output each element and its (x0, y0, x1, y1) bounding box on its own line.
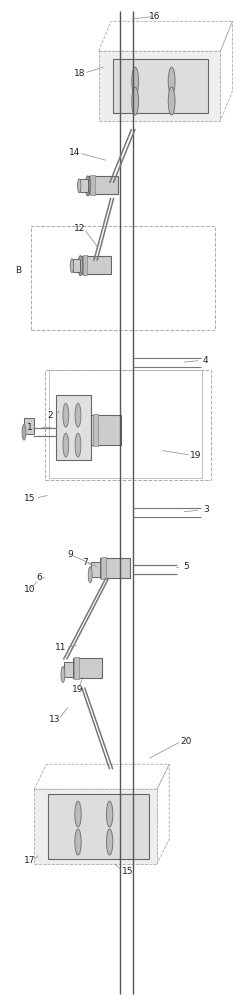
Text: 17: 17 (24, 856, 35, 865)
Text: 19: 19 (72, 685, 84, 694)
Bar (64, 662, 73, 677)
Circle shape (132, 67, 138, 95)
Circle shape (88, 567, 92, 583)
Circle shape (168, 87, 175, 115)
Polygon shape (48, 794, 149, 859)
Bar (25, 418, 34, 434)
Bar (83, 255, 87, 275)
Bar (73, 658, 102, 678)
Text: 15: 15 (122, 867, 134, 876)
Text: 10: 10 (24, 585, 35, 594)
Circle shape (75, 801, 81, 827)
Polygon shape (99, 51, 220, 121)
Bar (73, 259, 80, 272)
Bar (100, 558, 130, 578)
Bar (56, 395, 91, 460)
Circle shape (168, 67, 175, 95)
Text: 13: 13 (49, 715, 61, 724)
Text: 2: 2 (47, 411, 53, 420)
Text: 4: 4 (203, 356, 209, 365)
Bar (89, 176, 118, 194)
Polygon shape (113, 59, 208, 113)
Circle shape (75, 403, 81, 427)
Text: 16: 16 (149, 12, 160, 21)
Text: B: B (15, 266, 21, 275)
Circle shape (75, 829, 81, 855)
Bar (90, 175, 94, 195)
Bar (45, 370, 211, 480)
Circle shape (77, 179, 81, 193)
Circle shape (75, 433, 81, 457)
Polygon shape (34, 789, 157, 864)
Text: 20: 20 (181, 737, 192, 746)
Circle shape (63, 433, 69, 457)
Text: 14: 14 (69, 148, 80, 157)
Circle shape (70, 259, 74, 273)
Text: 18: 18 (74, 69, 85, 78)
Text: 5: 5 (183, 562, 189, 571)
Circle shape (22, 424, 26, 440)
Circle shape (61, 667, 65, 682)
Bar (91, 562, 100, 577)
Text: 11: 11 (55, 643, 67, 652)
Bar (82, 256, 111, 274)
Bar (101, 557, 106, 579)
Text: 9: 9 (68, 550, 74, 559)
Text: 7: 7 (82, 558, 88, 567)
Bar (31, 226, 215, 330)
Circle shape (85, 176, 90, 196)
Circle shape (107, 801, 113, 827)
Circle shape (132, 87, 138, 115)
Bar (80, 179, 88, 192)
Circle shape (63, 403, 69, 427)
Text: 15: 15 (24, 494, 35, 503)
Text: 6: 6 (36, 573, 42, 582)
Text: 1: 1 (27, 423, 32, 432)
Text: 3: 3 (203, 505, 209, 514)
Bar (91, 415, 121, 445)
Circle shape (78, 256, 83, 276)
Text: 19: 19 (190, 451, 202, 460)
Circle shape (107, 829, 113, 855)
Bar (74, 657, 79, 679)
Bar (92, 414, 98, 446)
Text: 12: 12 (74, 224, 85, 233)
Bar (49, 370, 202, 478)
